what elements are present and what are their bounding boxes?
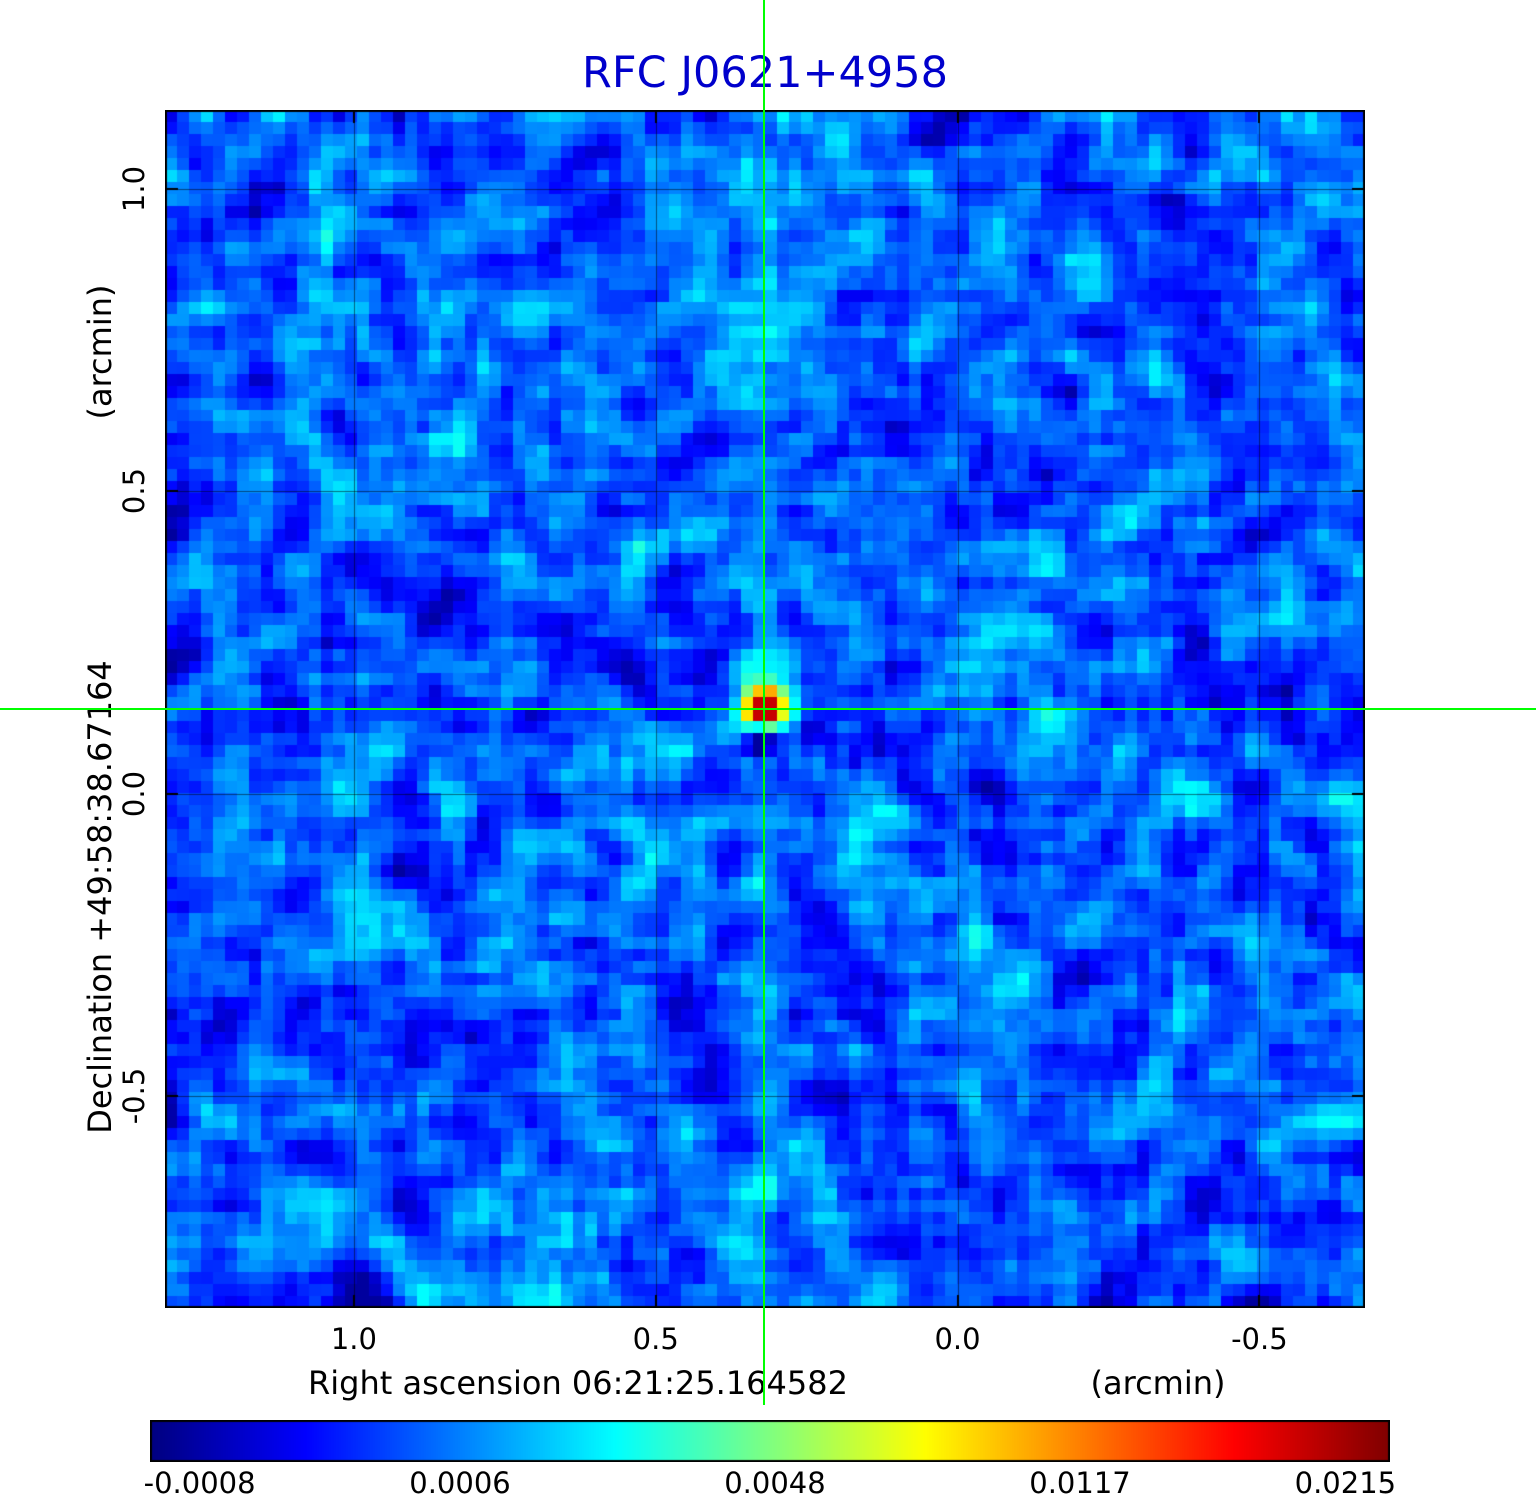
colorbar-tick-label-2: 0.0048 xyxy=(724,1466,826,1500)
y-axis-unit-label: (arcmin) xyxy=(81,284,119,420)
y-tick-label-1: 0.5 xyxy=(117,468,151,515)
x-tick-label-1: 0.5 xyxy=(632,1322,679,1356)
x-tick-label-0: 1.0 xyxy=(330,1322,377,1356)
y-tick-label-3: -0.5 xyxy=(117,1067,151,1125)
colorbar-tick-label-0: -0.0008 xyxy=(143,1466,256,1500)
colorbar-tick-label-4: 0.0215 xyxy=(1294,1466,1397,1500)
x-tick-label-2: 0.0 xyxy=(934,1322,981,1356)
crosshair-horizontal-line xyxy=(0,708,1536,710)
colorbar-tick-label-1: 0.0006 xyxy=(409,1466,511,1500)
x-axis-label: Right ascension 06:21:25.164582 xyxy=(308,1364,848,1402)
y-axis-label: Declination +49:58:38.67164 xyxy=(81,660,119,1134)
x-axis-unit-label: (arcmin) xyxy=(1090,1364,1226,1402)
x-tick-label-3: -0.5 xyxy=(1231,1322,1288,1356)
crosshair-vertical-line xyxy=(763,0,766,1405)
colorbar-gradient xyxy=(150,1420,1390,1462)
y-tick-label-0: 1.0 xyxy=(117,165,151,212)
y-tick-label-2: 0.0 xyxy=(117,770,151,817)
colorbar-tick-label-3: 0.0117 xyxy=(1029,1466,1131,1500)
